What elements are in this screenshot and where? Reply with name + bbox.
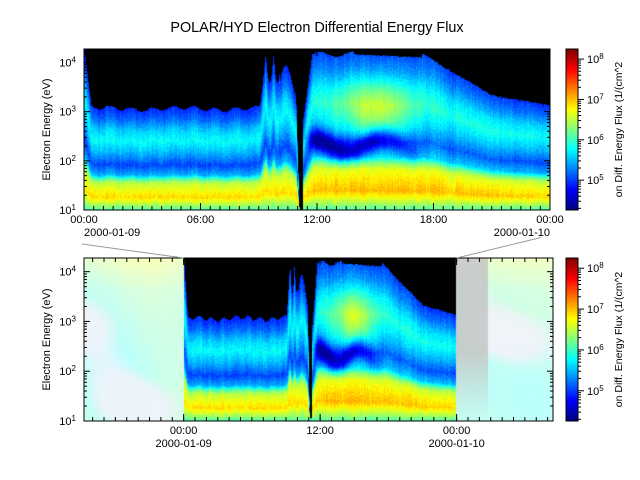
svg-text:Electron Energy (eV): Electron Energy (eV) [41, 78, 53, 180]
svg-text:108: 108 [587, 52, 604, 67]
svg-text:2000-01-09: 2000-01-09 [84, 227, 140, 239]
svg-text:Electron Energy (eV): Electron Energy (eV) [41, 288, 53, 390]
svg-text:2000-01-10: 2000-01-10 [494, 227, 550, 239]
svg-text:06:00: 06:00 [187, 214, 215, 226]
svg-text:105: 105 [587, 383, 604, 398]
svg-text:108: 108 [587, 261, 604, 276]
svg-text:104: 104 [59, 264, 76, 279]
svg-text:106: 106 [587, 342, 604, 357]
svg-text:103: 103 [59, 314, 76, 329]
svg-text:101: 101 [59, 414, 76, 429]
svg-text:18:00: 18:00 [420, 214, 448, 226]
svg-text:POLAR/HYD Electron Different: POLAR/HYD Electron Differential Energy F… [170, 20, 464, 36]
svg-text:103: 103 [59, 104, 76, 119]
svg-text:104: 104 [59, 55, 76, 70]
svg-text:00:00: 00:00 [443, 425, 471, 437]
svg-text:106: 106 [587, 132, 604, 147]
svg-text:105: 105 [587, 173, 604, 188]
svg-text:00:00: 00:00 [70, 214, 98, 226]
svg-text:12:00: 12:00 [303, 214, 331, 226]
svg-text:on Diff. Energy Flux (1/(cm^2: on Diff. Energy Flux (1/(cm^2 [613, 272, 625, 408]
svg-text:107: 107 [587, 92, 604, 107]
svg-text:102: 102 [59, 364, 76, 379]
svg-text:102: 102 [59, 153, 76, 168]
svg-text:107: 107 [587, 302, 604, 317]
svg-text:12:00: 12:00 [306, 425, 334, 437]
svg-text:on Diff. Energy Flux (1/(cm^2: on Diff. Energy Flux (1/(cm^2 [613, 62, 625, 198]
svg-text:2000-01-09: 2000-01-09 [156, 438, 212, 450]
svg-text:00:00: 00:00 [536, 214, 564, 226]
svg-text:2000-01-10: 2000-01-10 [428, 438, 484, 450]
svg-text:00:00: 00:00 [170, 425, 198, 437]
